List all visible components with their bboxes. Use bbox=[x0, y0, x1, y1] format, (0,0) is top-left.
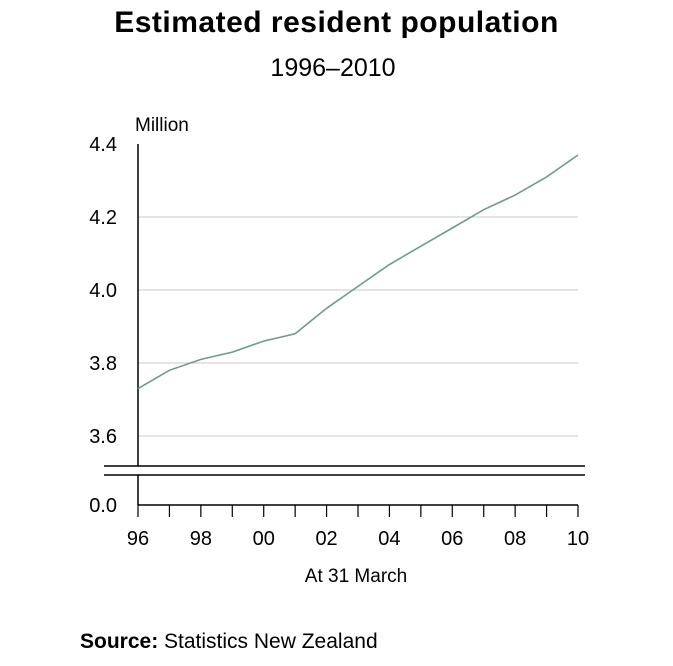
population-series-line bbox=[137, 154, 579, 390]
axes bbox=[104, 144, 585, 517]
source-text: Statistics New Zealand bbox=[164, 630, 378, 653]
y-tick-label-zero: 0.0 bbox=[89, 495, 117, 517]
x-tick-label: 98 bbox=[190, 528, 212, 550]
source-label: Source: bbox=[80, 630, 159, 653]
x-axis-label: At 31 March bbox=[305, 566, 407, 587]
x-tick-label: 00 bbox=[253, 528, 275, 550]
y-axis-label: Million bbox=[135, 115, 189, 136]
gridlines bbox=[138, 216, 578, 437]
y-tick-labels: 4.4 4.2 4.0 3.8 3.6 0.0 bbox=[89, 134, 117, 517]
y-tick-label: 4.2 bbox=[89, 207, 117, 229]
x-tick-label: 06 bbox=[441, 528, 463, 550]
chart-title: Estimated resident population bbox=[114, 6, 559, 39]
x-tick-label: 08 bbox=[504, 528, 526, 550]
y-tick-label: 3.8 bbox=[89, 353, 117, 375]
y-tick-label: 4.0 bbox=[89, 280, 117, 302]
chart-subtitle: 1996–2010 bbox=[270, 54, 396, 82]
x-tick-label: 96 bbox=[127, 528, 149, 550]
x-tick-label: 02 bbox=[315, 528, 337, 550]
series-line-layer bbox=[137, 154, 579, 390]
source-note: Source: Statistics New Zealand bbox=[80, 630, 378, 654]
y-tick-label: 4.4 bbox=[89, 134, 117, 156]
x-tick-labels: 96 98 00 02 04 06 08 10 bbox=[127, 528, 589, 550]
x-tick-label: 10 bbox=[567, 528, 589, 550]
y-tick-label: 3.6 bbox=[89, 426, 117, 448]
x-tick-label: 04 bbox=[378, 528, 400, 550]
